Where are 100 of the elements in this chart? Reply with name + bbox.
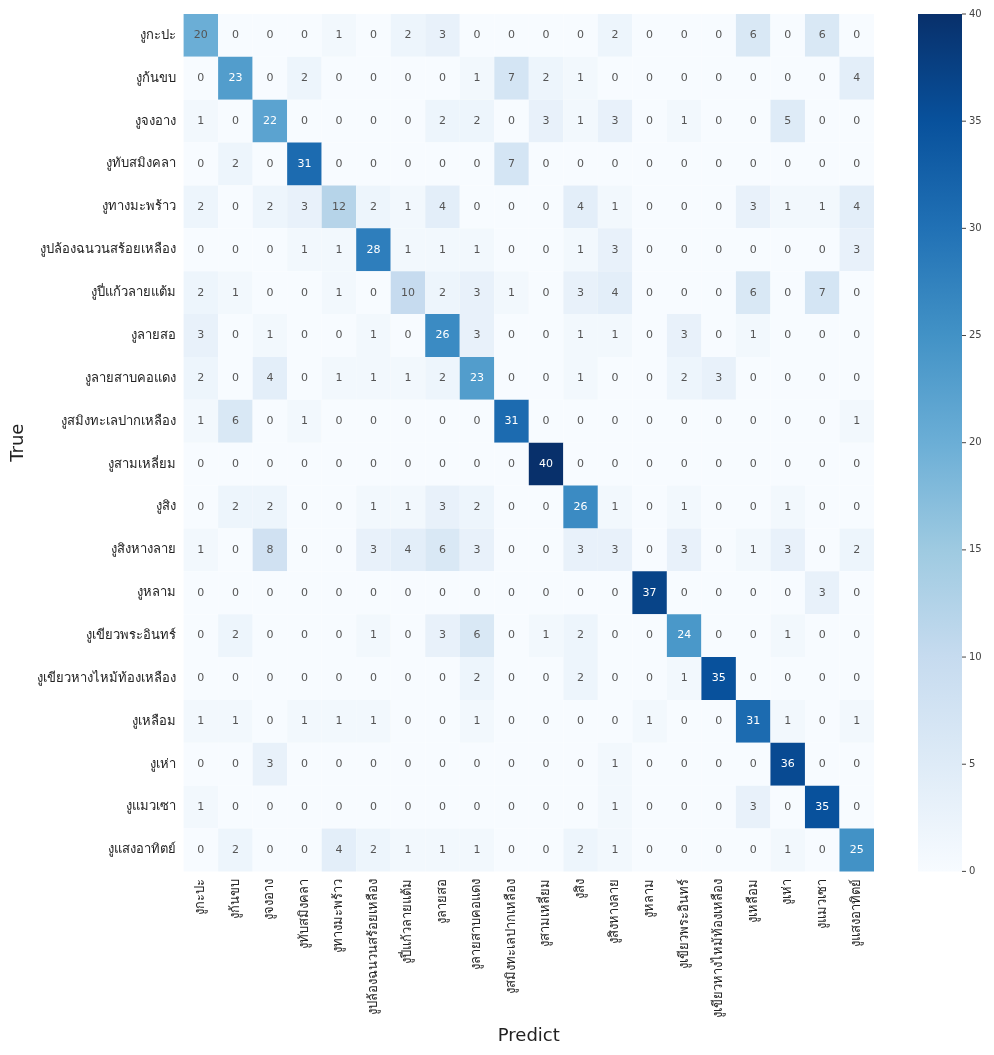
data-label: 0 xyxy=(231,671,239,685)
data-label: 0 xyxy=(680,242,688,256)
data-label: 0 xyxy=(542,242,550,256)
data-label: 3 xyxy=(577,285,585,299)
data-label: 0 xyxy=(197,628,205,642)
data-label: 0 xyxy=(197,242,205,256)
x-tick-label: งูสมิงทะเลปากเหลือง xyxy=(502,879,519,995)
data-label: 0 xyxy=(266,585,274,599)
data-label: 0 xyxy=(335,671,343,685)
data-label: 0 xyxy=(818,71,826,85)
data-label: 0 xyxy=(231,242,239,256)
data-label: 0 xyxy=(853,371,861,385)
data-label: 3 xyxy=(611,114,619,128)
data-label: 2 xyxy=(231,499,239,513)
data-label: 0 xyxy=(439,156,446,170)
color-bar-label: 30 xyxy=(969,221,982,233)
data-label: 0 xyxy=(680,414,688,428)
data-label: 0 xyxy=(784,456,792,470)
data-label: 0 xyxy=(369,456,377,470)
x-tick-label: งูเหลือม xyxy=(744,879,761,924)
data-label: 0 xyxy=(300,371,308,385)
data-label: 0 xyxy=(577,156,585,170)
data-label: 4 xyxy=(611,285,619,299)
data-label: 0 xyxy=(784,156,792,170)
data-label: 0 xyxy=(818,456,826,470)
data-label: 0 xyxy=(369,671,377,685)
data-label: 0 xyxy=(715,328,723,342)
data-label: 0 xyxy=(300,671,308,685)
data-label: 1 xyxy=(197,542,205,556)
data-label: 0 xyxy=(231,199,239,213)
data-label: 31 xyxy=(504,414,519,428)
data-label: 0 xyxy=(715,757,723,771)
data-label: 0 xyxy=(404,585,412,599)
x-tick-label: งูแสงอาทิตย์ xyxy=(848,879,865,948)
data-label: 0 xyxy=(853,328,861,342)
data-label: 3 xyxy=(439,499,446,513)
data-label: 1 xyxy=(369,328,377,342)
y-tick-label: งูปล้องฉนวนสร้อยเหลือง xyxy=(39,241,176,258)
x-tick-label: งูก้นขบ xyxy=(226,879,243,920)
data-label: 0 xyxy=(508,242,516,256)
data-label: 3 xyxy=(439,28,446,42)
data-label: 1 xyxy=(749,328,757,342)
x-tick-label: งูสิง xyxy=(571,879,588,900)
data-label: 0 xyxy=(508,842,516,856)
data-label: 0 xyxy=(439,71,446,85)
y-tick-label: งูเหลือม xyxy=(131,712,176,729)
data-label: 2 xyxy=(473,114,481,128)
data-label: 3 xyxy=(473,328,481,342)
data-label: 0 xyxy=(508,542,516,556)
x-tick-label: งูทางมะพร้าว xyxy=(330,879,347,954)
data-label: 2 xyxy=(577,671,585,685)
data-label: 0 xyxy=(335,156,343,170)
data-label: 0 xyxy=(231,799,239,813)
data-label: 2 xyxy=(369,842,377,856)
data-label: 0 xyxy=(646,71,654,85)
data-label: 0 xyxy=(577,456,585,470)
data-label: 1 xyxy=(335,371,343,385)
data-label: 0 xyxy=(715,71,723,85)
data-label: 0 xyxy=(231,757,239,771)
data-label: 0 xyxy=(818,242,826,256)
data-label: 0 xyxy=(266,28,274,42)
data-label: 1 xyxy=(473,842,481,856)
data-label: 0 xyxy=(646,842,654,856)
x-tick-label: งูปี่แก้วลายแต้ม xyxy=(398,879,416,965)
data-label: 0 xyxy=(853,628,861,642)
data-label: 0 xyxy=(646,285,654,299)
data-label: 26 xyxy=(573,499,588,513)
y-tick-label: งูก้นขบ xyxy=(135,69,176,86)
data-label: 1 xyxy=(300,242,308,256)
data-label: 0 xyxy=(749,71,757,85)
x-axis-title: Predict xyxy=(497,1023,560,1045)
data-label: 1 xyxy=(784,842,792,856)
data-label: 1 xyxy=(369,714,377,728)
data-label: 2 xyxy=(439,371,446,385)
data-label: 0 xyxy=(300,28,308,42)
data-label: 0 xyxy=(611,714,619,728)
data-label: 0 xyxy=(715,456,723,470)
y-tick-label: งูสามเหลี่ยม xyxy=(107,454,176,472)
color-bar-label: 20 xyxy=(969,436,982,448)
data-label: 0 xyxy=(784,28,792,42)
data-label: 0 xyxy=(508,28,516,42)
data-label: 2 xyxy=(266,199,274,213)
data-label: 0 xyxy=(680,285,688,299)
data-label: 2 xyxy=(680,371,688,385)
data-label: 0 xyxy=(508,456,516,470)
data-label: 0 xyxy=(300,799,308,813)
x-tick-label: งูหลาม xyxy=(640,879,657,919)
x-tick-label: งูปล้องฉนวนสร้อยเหลือง xyxy=(364,879,381,1016)
data-label: 6 xyxy=(473,628,481,642)
data-label: 0 xyxy=(369,156,377,170)
data-label: 0 xyxy=(197,456,205,470)
data-label: 3 xyxy=(197,328,205,342)
data-label: 1 xyxy=(369,499,377,513)
color-bar-label: 15 xyxy=(969,543,982,555)
color-bar-label: 5 xyxy=(969,757,976,769)
data-label: 2 xyxy=(439,114,446,128)
data-label: 0 xyxy=(818,499,826,513)
data-label: 1 xyxy=(784,714,792,728)
data-label: 0 xyxy=(335,585,343,599)
data-label: 0 xyxy=(818,542,826,556)
